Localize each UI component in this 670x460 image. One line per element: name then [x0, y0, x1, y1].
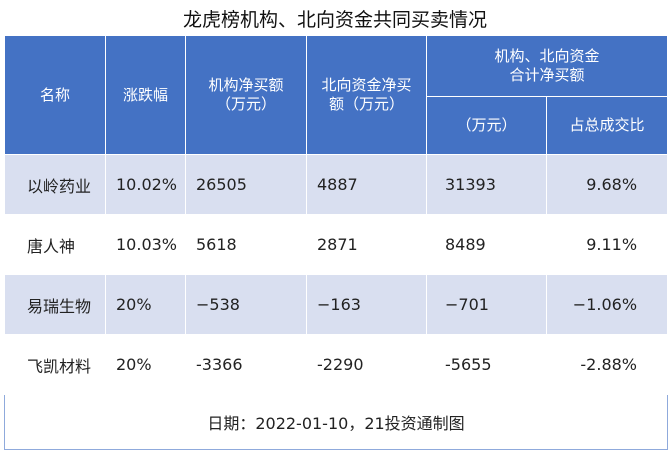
header-combined-group: 机构、北向资金 合计净买额: [425, 35, 669, 97]
table-row: 唐人神 10.03% 5618 2871 8489 9.11%: [4, 214, 669, 275]
table-row: 以岭药业 10.02% 26505 4887 31393 9.68%: [4, 154, 669, 215]
header-inst-net: 机构净买额（万元）: [185, 35, 307, 155]
cell-change: 20%: [105, 334, 186, 395]
cell-name: 易瑞生物: [4, 274, 106, 335]
cell-name: 以岭药业: [4, 154, 106, 215]
cell-combined: 31393: [426, 154, 547, 215]
cell-north-net: −163: [306, 274, 427, 335]
cell-inst-net: −538: [185, 274, 307, 335]
cell-north-net: 2871: [306, 214, 427, 275]
header-change: 涨跌幅: [105, 35, 186, 155]
data-table: 名称 涨跌幅 机构净买额（万元） 北向资金净买额（万元） 机构、北向资金 合计净…: [3, 35, 669, 450]
footer-note: 日期：2022-01-10，21投资通制图: [3, 394, 669, 450]
header-combined-unit: （万元）: [426, 96, 547, 155]
table-row: 易瑞生物 20% −538 −163 −701 −1.06%: [4, 274, 669, 335]
table-title: 龙虎榜机构、北向资金共同买卖情况: [182, 9, 487, 31]
cell-change: 20%: [105, 274, 186, 335]
cell-combined: 8489: [426, 214, 547, 275]
header-name: 名称: [4, 35, 106, 155]
cell-ratio: −1.06%: [545, 274, 669, 335]
cell-name: 唐人神: [4, 214, 106, 275]
cell-ratio: -2.88%: [545, 334, 669, 395]
cell-inst-net: 26505: [185, 154, 307, 215]
cell-combined: -5655: [426, 334, 547, 395]
cell-ratio: 9.11%: [545, 214, 669, 275]
cell-north-net: 4887: [306, 154, 427, 215]
cell-ratio: 9.68%: [545, 154, 669, 215]
header-turnover-ratio: 占总成交比: [545, 96, 669, 155]
cell-inst-net: -3366: [185, 334, 307, 395]
cell-combined: −701: [426, 274, 547, 335]
table-row: 飞凯材料 20% -3366 -2290 -5655 -2.88%: [4, 334, 669, 395]
cell-change: 10.02%: [105, 154, 186, 215]
cell-inst-net: 5618: [185, 214, 307, 275]
header-north-net: 北向资金净买额（万元）: [306, 35, 427, 155]
cell-change: 10.03%: [105, 214, 186, 275]
cell-north-net: -2290: [306, 334, 427, 395]
cell-name: 飞凯材料: [4, 334, 106, 395]
